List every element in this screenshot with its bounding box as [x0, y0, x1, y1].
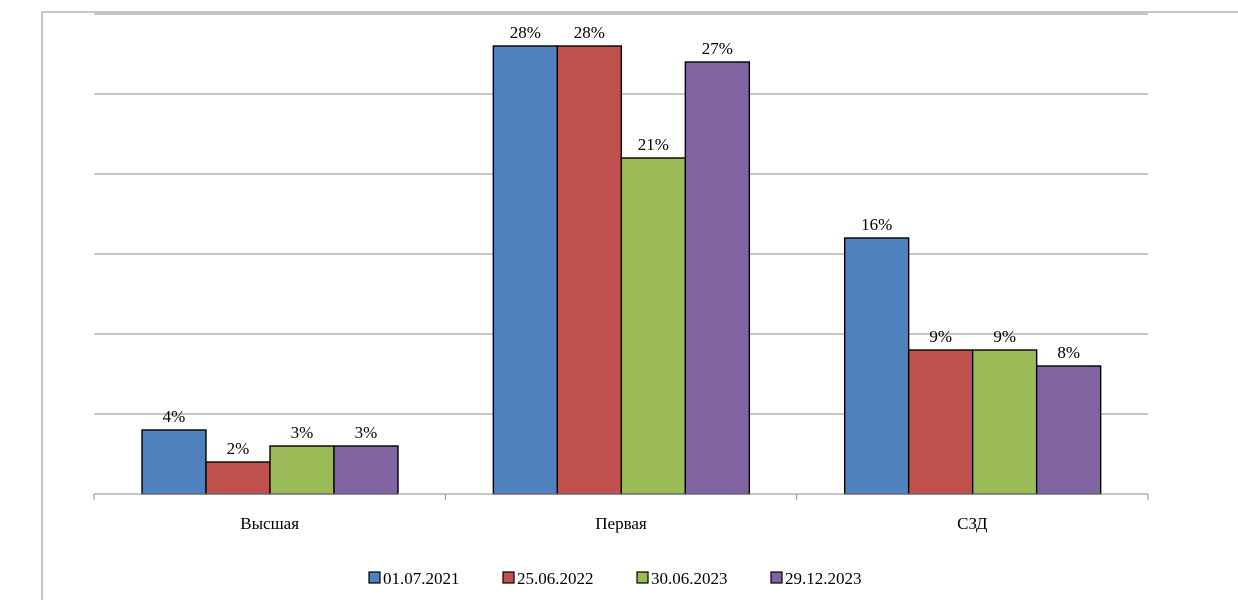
bar-3-3 [971, 349, 1038, 495]
data-labels: 4% 2% 3% 3% 28% 28% 21% 27% 16% 9% 9% 8% [163, 23, 1080, 458]
bar-2-1 [492, 45, 559, 495]
x-axis [93, 493, 1149, 500]
bar-3-4 [1035, 365, 1102, 495]
bar-2-3 [620, 157, 687, 495]
data-label: 3% [291, 423, 314, 442]
category-label: Первая [595, 514, 647, 533]
bar-2-2 [556, 45, 623, 495]
data-label: 4% [163, 407, 186, 426]
bar-1-4 [333, 445, 399, 495]
data-label: 9% [929, 327, 952, 346]
data-label: 9% [993, 327, 1016, 346]
bar-2-4 [684, 61, 751, 495]
legend-entry: 25.06.2022 [517, 569, 594, 588]
chart-frame [41, 11, 1238, 600]
bar-1-1 [141, 429, 207, 495]
category-label: СЗД [957, 514, 988, 533]
bars [141, 45, 1102, 495]
legend-entry: 30.06.2023 [651, 569, 728, 588]
data-label: 3% [355, 423, 378, 442]
data-label: 28% [510, 23, 541, 42]
legend-entry: 01.07.2021 [383, 569, 460, 588]
legend-swatch [770, 571, 783, 584]
data-label: 2% [227, 439, 250, 458]
category-labels: Высшая Первая СЗД [240, 514, 988, 533]
legend-swatch [502, 571, 515, 584]
bar-1-2 [205, 461, 271, 495]
bar-3-1 [843, 237, 910, 495]
data-label: 8% [1057, 343, 1080, 362]
bar-1-3 [269, 445, 335, 495]
legend-swatch [636, 571, 649, 584]
legend-swatch [368, 571, 381, 584]
data-label: 21% [638, 135, 669, 154]
data-label: 16% [861, 215, 892, 234]
data-label: 28% [574, 23, 605, 42]
legend-entry: 29.12.2023 [785, 569, 862, 588]
data-label: 27% [702, 39, 733, 58]
bar-3-2 [907, 349, 974, 495]
legend: 01.07.2021 25.06.2022 30.06.2023 29.12.2023 [368, 569, 862, 588]
category-label: Высшая [240, 514, 299, 533]
